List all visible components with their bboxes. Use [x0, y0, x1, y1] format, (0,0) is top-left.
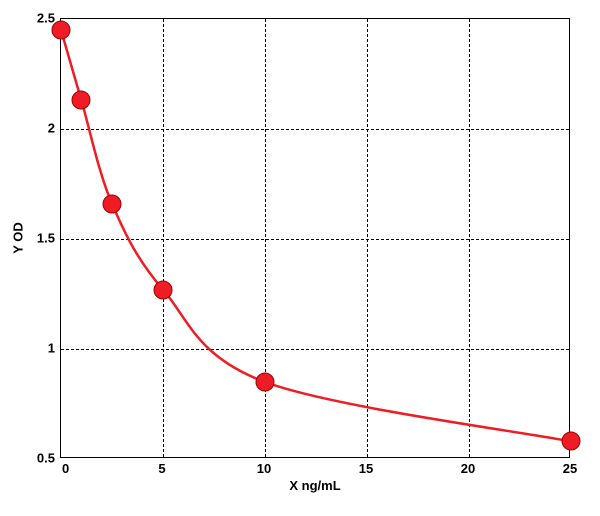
x-tick-label: 15: [359, 461, 373, 476]
data-point-marker: [256, 373, 275, 392]
y-tick-label: 2.5: [37, 11, 55, 26]
x-tick-label: 5: [158, 461, 165, 476]
y-tick-label: 1.5: [37, 231, 55, 246]
plot-area: [60, 18, 570, 458]
x-tick-label: 20: [461, 461, 475, 476]
y-tick-label: 1: [48, 341, 55, 356]
data-point-marker: [154, 280, 173, 299]
x-tick-label: 0: [62, 461, 69, 476]
x-axis-label: X ng/mL: [289, 478, 340, 493]
y-tick-label: 2: [48, 121, 55, 136]
data-point-marker: [103, 194, 122, 213]
chart-container: X ng/mL Y OD 0 5 10 15 20 25 0.5 1 1.5 2 2.5: [0, 0, 600, 516]
data-point-marker: [72, 91, 91, 110]
series-line: [61, 19, 571, 459]
y-tick-label: 0.5: [37, 451, 55, 466]
y-axis-label: Y OD: [11, 222, 26, 254]
x-tick-label: 25: [563, 461, 577, 476]
data-point-marker: [562, 432, 581, 451]
x-tick-label: 10: [257, 461, 271, 476]
